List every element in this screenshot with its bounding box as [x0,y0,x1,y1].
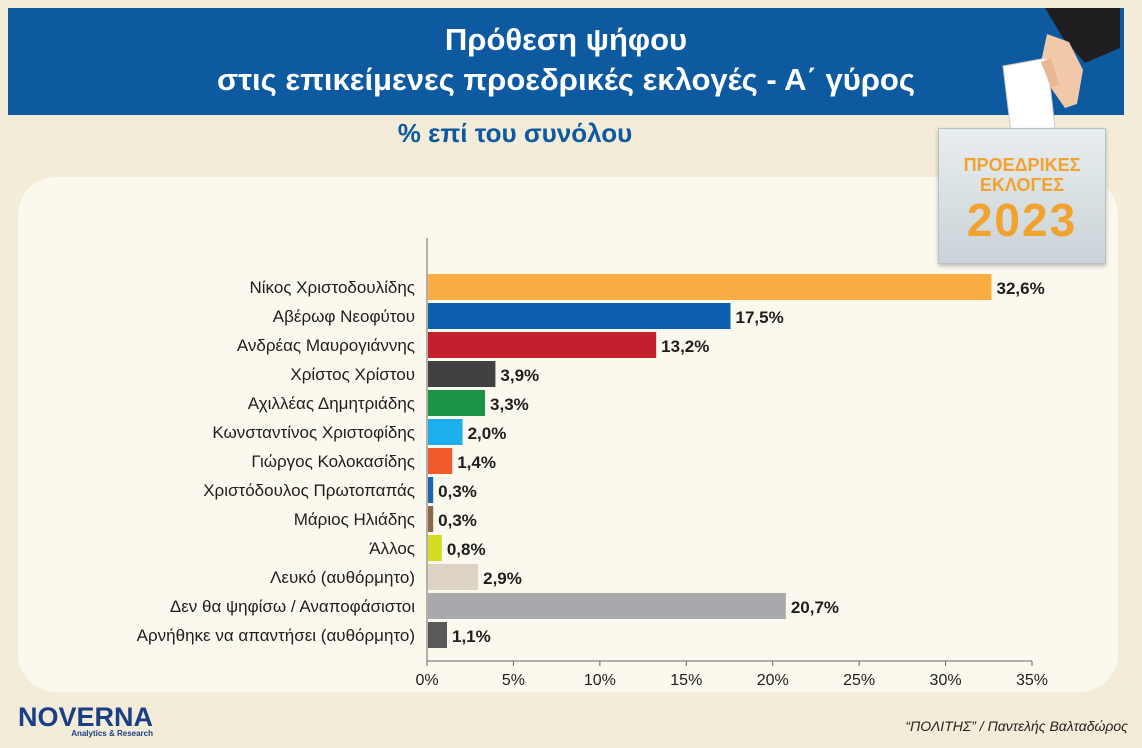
data-label: 2,0% [468,424,507,443]
category-label: Δεν θα ψηφίσω / Αναποφάσιστοι [170,597,415,616]
category-label: Ανδρέας Μαυρογιάννης [237,336,415,355]
category-label: Αρνήθηκε να απαντήσει (αυθόρμητο) [137,626,415,645]
logo-text: NOVERNA [18,702,154,732]
category-label: Αβέρωφ Νεοφύτου [273,307,415,326]
bar [428,303,731,329]
bar [428,535,442,561]
logo-tagline: Analytics & Research [71,729,154,738]
x-tick-label: 15% [670,672,702,689]
x-tick-label: 35% [1016,672,1048,689]
chart-title-line1: Πρόθεση ψήφου [444,22,688,57]
source-credit: “ΠΟΛΙΤΗΣ” / Παντελής Βαλταδώρος [905,718,1128,734]
category-label: Μάριος Ηλιάδης [294,510,415,529]
data-label: 1,4% [457,453,496,472]
category-label: Νίκος Χριστοδουλίδης [249,278,415,297]
category-label: Χρίστος Χρίστου [290,365,415,384]
data-label: 32,6% [997,279,1045,298]
data-label: 13,2% [661,337,709,356]
x-tick-label: 25% [843,672,875,689]
x-tick-label: 10% [584,672,616,689]
bar [428,274,992,300]
bar [428,419,463,445]
x-tick-label: 30% [930,672,962,689]
badge-line1: ΠΡΟΕΔΡΙΚΕΣ [963,155,1081,175]
category-label: Άλλος [369,539,415,558]
chart-title-line2: στις επικείμενες προεδρικές εκλογές - Α΄… [217,62,915,97]
bar [428,390,486,416]
bar [428,564,479,590]
data-label: 2,9% [483,569,522,588]
category-label: Κωνσταντίνος Χριστοφίδης [212,423,415,442]
data-label: 17,5% [736,308,784,327]
bar [428,332,657,358]
data-label: 1,1% [452,627,491,646]
category-label: Χριστόδουλος Πρωτοπαπάς [203,481,415,500]
data-label: 3,9% [500,366,539,385]
bar [428,506,434,532]
noverna-logo: NOVERNA Analytics & Research [18,702,154,739]
bar [428,448,453,474]
bar [428,361,496,387]
data-label: 20,7% [791,598,839,617]
bar [428,593,786,619]
category-label: Γιώργος Κολοκασίδης [251,452,415,471]
bar [428,477,434,503]
bar [428,622,448,648]
x-tick-label: 20% [757,672,789,689]
data-label: 0,8% [447,540,486,559]
badge-line2: ΕΚΛΟΓΕΣ [979,175,1065,195]
data-label: 0,3% [438,482,477,501]
category-label: Λευκό (αυθόρμητο) [270,568,415,587]
badge-year: 2023 [966,194,1078,246]
data-label: 3,3% [490,395,529,414]
x-tick-label: 0% [415,672,438,689]
x-tick-label: 5% [502,672,525,689]
data-label: 0,3% [438,511,477,530]
category-label: Αχιλλέας Δημητριάδης [248,394,415,413]
chart-subtitle: % επί του συνόλου [397,118,633,148]
title-banner: Πρόθεση ψήφου στις επικείμενες προεδρικέ… [8,8,1124,115]
elections-badge: ΠΡΟΕΔΡΙΚΕΣ ΕΚΛΟΓΕΣ 2023 [938,128,1106,264]
